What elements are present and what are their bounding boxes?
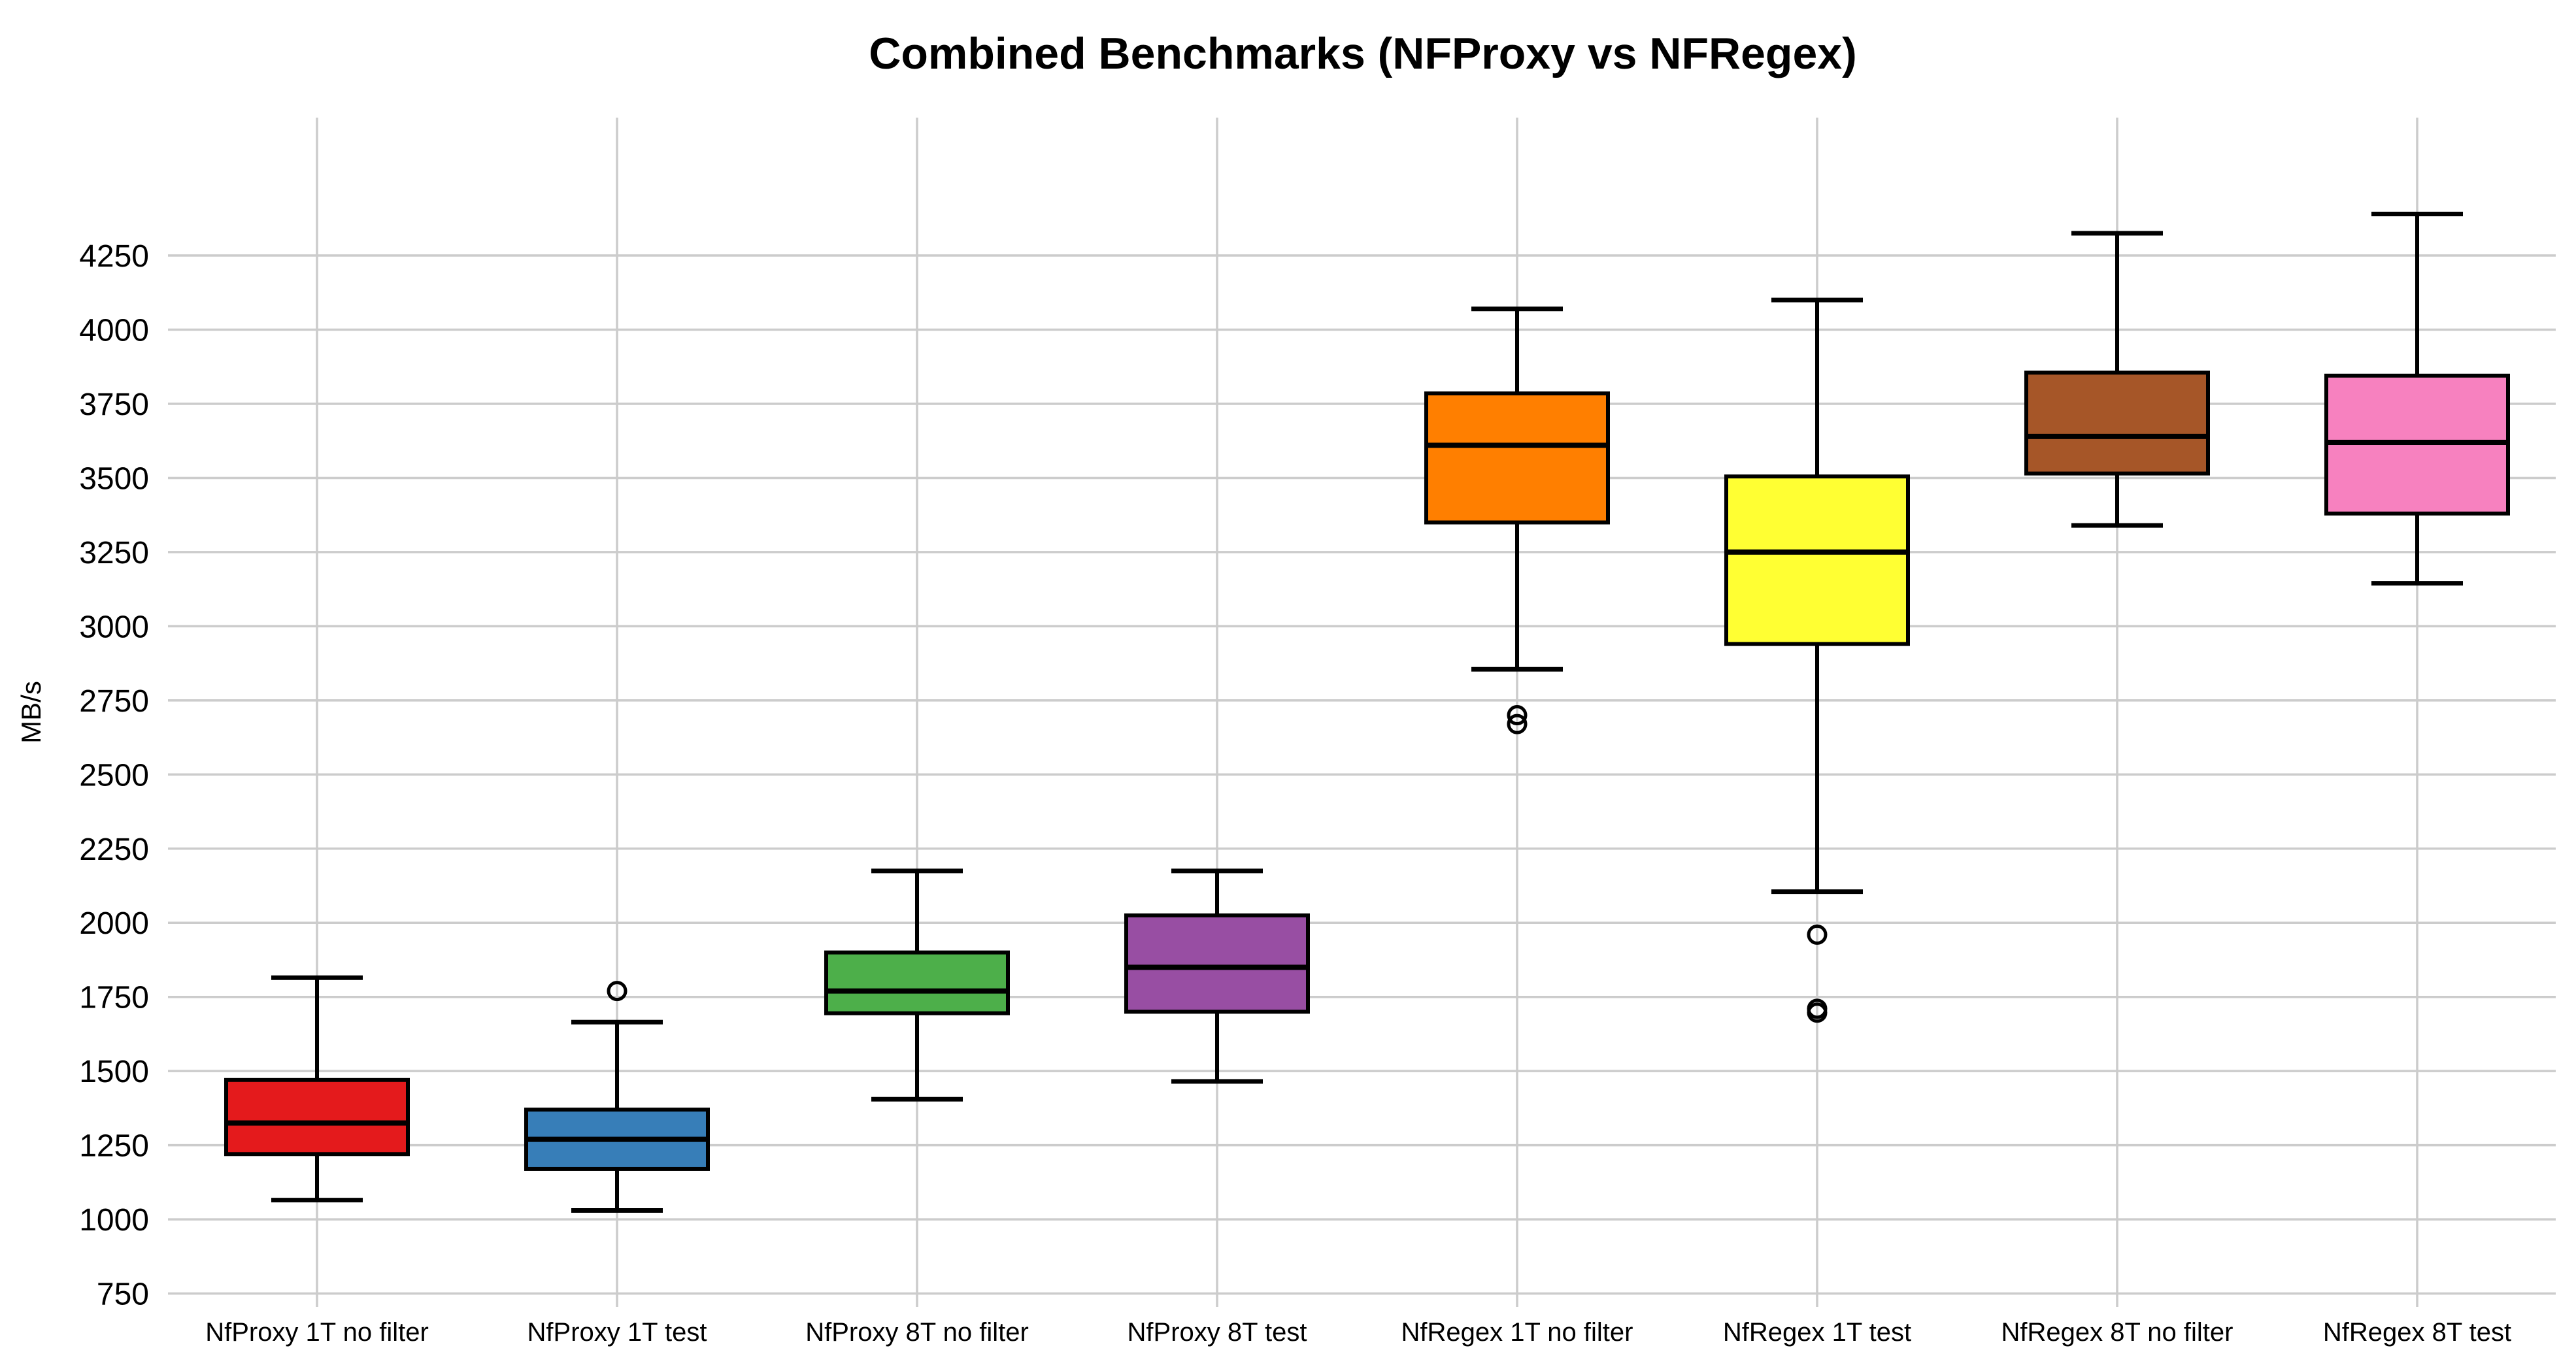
box-group <box>1424 306 1610 734</box>
box-layer <box>224 212 2510 1213</box>
box-rect <box>2024 370 2210 476</box>
box-group <box>224 975 410 1203</box>
category-label: NfRegex 1T test <box>1723 1318 1911 1347</box>
y-tick-label: 750 <box>97 1277 149 1312</box>
outlier-point <box>1507 705 1528 726</box>
box-group <box>2024 231 2210 528</box>
box-rect <box>824 950 1010 1015</box>
y-tick-label: 1750 <box>79 981 149 1015</box>
category-label: NfRegex 8T no filter <box>2001 1318 2233 1347</box>
y-tick-label: 3750 <box>79 387 149 422</box>
outlier-point <box>1507 714 1528 734</box>
outlier-point <box>1807 924 1828 945</box>
outlier-point <box>1807 1002 1828 1023</box>
category-label: NfProxy 1T test <box>527 1318 707 1347</box>
box-rect <box>1124 913 1310 1014</box>
y-tick-label: 2750 <box>79 684 149 719</box>
y-axis-label: MB/s <box>16 681 46 744</box>
y-tick-label: 3250 <box>79 536 149 570</box>
box-group <box>824 868 1010 1102</box>
y-tick-label: 2250 <box>79 832 149 867</box>
category-label: NfRegex 1T no filter <box>1401 1318 1633 1347</box>
outlier-point <box>607 981 627 1002</box>
box-rect <box>1724 474 1910 646</box>
y-tick-label: 2000 <box>79 906 149 941</box>
y-tick-label: 4000 <box>79 314 149 348</box>
box-group <box>2324 212 2510 586</box>
category-label: NfRegex 8T test <box>2323 1318 2511 1347</box>
y-tick-label: 3500 <box>79 461 149 496</box>
y-tick-label: 2500 <box>79 758 149 793</box>
y-tick-label: 3000 <box>79 610 149 644</box>
axis-layer: 750 1000 1250 1500 1750 2000 2250 2500 2750 3000 3… <box>79 239 2511 1347</box>
box-group <box>1124 868 1310 1084</box>
y-tick-label: 1000 <box>79 1203 149 1238</box>
chart-title: Combined Benchmarks (NFProxy vs NFRegex) <box>869 29 1857 78</box>
box-rect <box>224 1077 410 1157</box>
category-label: NfProxy 1T no filter <box>205 1318 429 1347</box>
y-tick-label: 1250 <box>79 1129 149 1164</box>
box-rect <box>1424 391 1610 525</box>
box-group <box>1724 297 1910 1023</box>
category-label: NfProxy 8T test <box>1128 1318 1307 1347</box>
category-label: NfProxy 8T no filter <box>805 1318 1029 1347</box>
y-tick-label: 1500 <box>79 1055 149 1089</box>
y-tick-label: 4250 <box>79 239 149 274</box>
box-group <box>524 981 710 1213</box>
